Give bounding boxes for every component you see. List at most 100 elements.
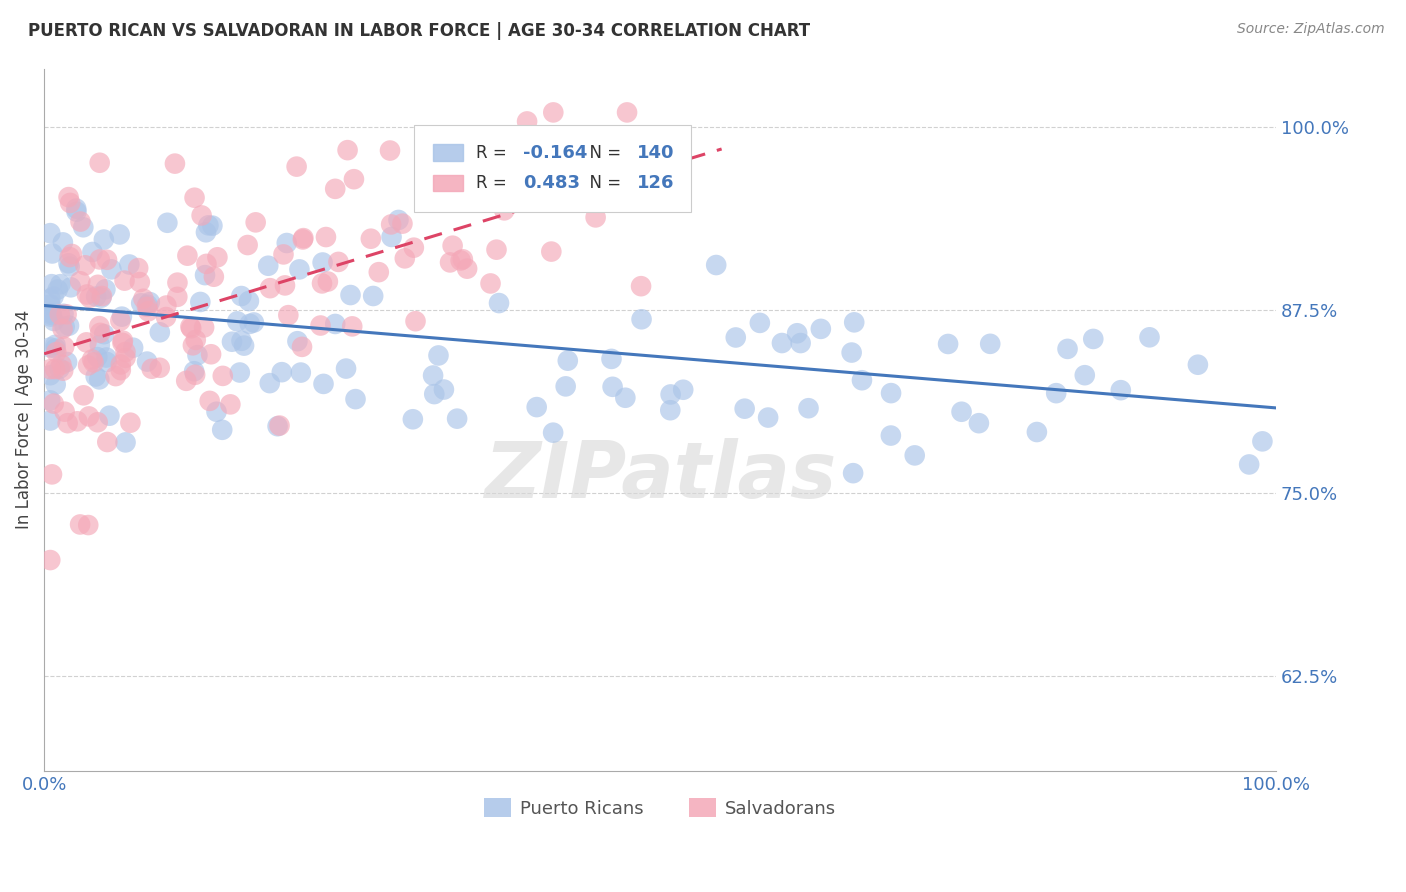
Point [132, 292, 155, 306]
Point [1074, 368, 1097, 383]
Point [89, 319, 111, 334]
Point [311, 255, 333, 269]
Point [53, 340, 76, 354]
Point [238, 294, 260, 309]
Point [526, 400, 548, 414]
Point [59, 250, 82, 264]
Point [59, 260, 82, 274]
Point [446, 411, 468, 425]
Point [188, 295, 211, 310]
Text: PUERTO RICAN VS SALVADORAN IN LABOR FORCE | AGE 30-34 CORRELATION CHART: PUERTO RICAN VS SALVADORAN IN LABOR FORC… [28, 22, 810, 40]
Point [391, 217, 413, 231]
Point [41, 306, 63, 320]
Point [183, 364, 205, 378]
FancyBboxPatch shape [433, 145, 463, 161]
Point [270, 365, 292, 379]
Point [724, 330, 747, 344]
Point [851, 373, 873, 387]
Point [39, 413, 62, 427]
Point [56, 416, 79, 430]
Point [114, 274, 136, 288]
Point [543, 105, 565, 120]
Point [52, 307, 75, 321]
Point [45, 342, 67, 356]
Point [367, 265, 389, 279]
Point [402, 412, 425, 426]
Point [451, 252, 474, 267]
Point [276, 235, 298, 250]
Point [343, 172, 366, 186]
Point [184, 368, 207, 382]
Point [179, 319, 201, 334]
Point [89, 338, 111, 352]
Point [84, 369, 107, 384]
Point [243, 316, 266, 330]
Point [239, 317, 262, 331]
Point [648, 187, 671, 202]
Point [77, 359, 100, 373]
Point [83, 355, 105, 369]
Point [149, 360, 172, 375]
Point [174, 374, 197, 388]
Point [190, 209, 212, 223]
Point [59, 195, 82, 210]
Point [402, 241, 425, 255]
Point [880, 428, 903, 442]
Point [53, 319, 76, 334]
Point [211, 368, 233, 383]
Point [56, 355, 79, 369]
Point [42, 289, 65, 303]
Point [786, 326, 808, 341]
Point [45, 345, 67, 359]
Point [880, 386, 903, 401]
Point [114, 345, 136, 359]
Point [139, 295, 162, 310]
Point [110, 314, 132, 328]
Point [163, 156, 186, 170]
Point [630, 312, 652, 326]
Point [602, 380, 624, 394]
Point [45, 377, 67, 392]
Point [450, 253, 472, 268]
Point [277, 308, 299, 322]
Point [155, 299, 177, 313]
Point [39, 341, 62, 355]
Point [342, 319, 364, 334]
Point [75, 258, 97, 272]
Point [136, 304, 159, 318]
Point [616, 105, 638, 120]
Point [77, 518, 100, 533]
Point [789, 336, 811, 351]
Point [65, 204, 87, 219]
Point [205, 405, 228, 419]
Point [638, 173, 661, 187]
Text: N =: N = [579, 144, 626, 161]
Point [339, 288, 361, 302]
Point [704, 258, 727, 272]
Text: -0.164: -0.164 [523, 144, 588, 161]
Point [479, 277, 502, 291]
Point [285, 160, 308, 174]
Point [49, 277, 72, 292]
Point [39, 292, 62, 306]
Point [118, 258, 141, 272]
Point [200, 347, 222, 361]
Point [69, 214, 91, 228]
Text: ZIPatlas: ZIPatlas [484, 438, 837, 514]
Point [328, 255, 350, 269]
Point [315, 230, 337, 244]
Point [1237, 458, 1260, 472]
Point [1025, 425, 1047, 439]
Point [361, 289, 384, 303]
Point [52, 322, 75, 336]
Point [226, 314, 249, 328]
Point [141, 361, 163, 376]
Point [89, 155, 111, 169]
Point [39, 393, 62, 408]
FancyBboxPatch shape [433, 175, 463, 192]
Point [41, 308, 63, 322]
Point [405, 314, 427, 328]
Point [176, 249, 198, 263]
Point [266, 419, 288, 434]
Point [439, 255, 461, 269]
